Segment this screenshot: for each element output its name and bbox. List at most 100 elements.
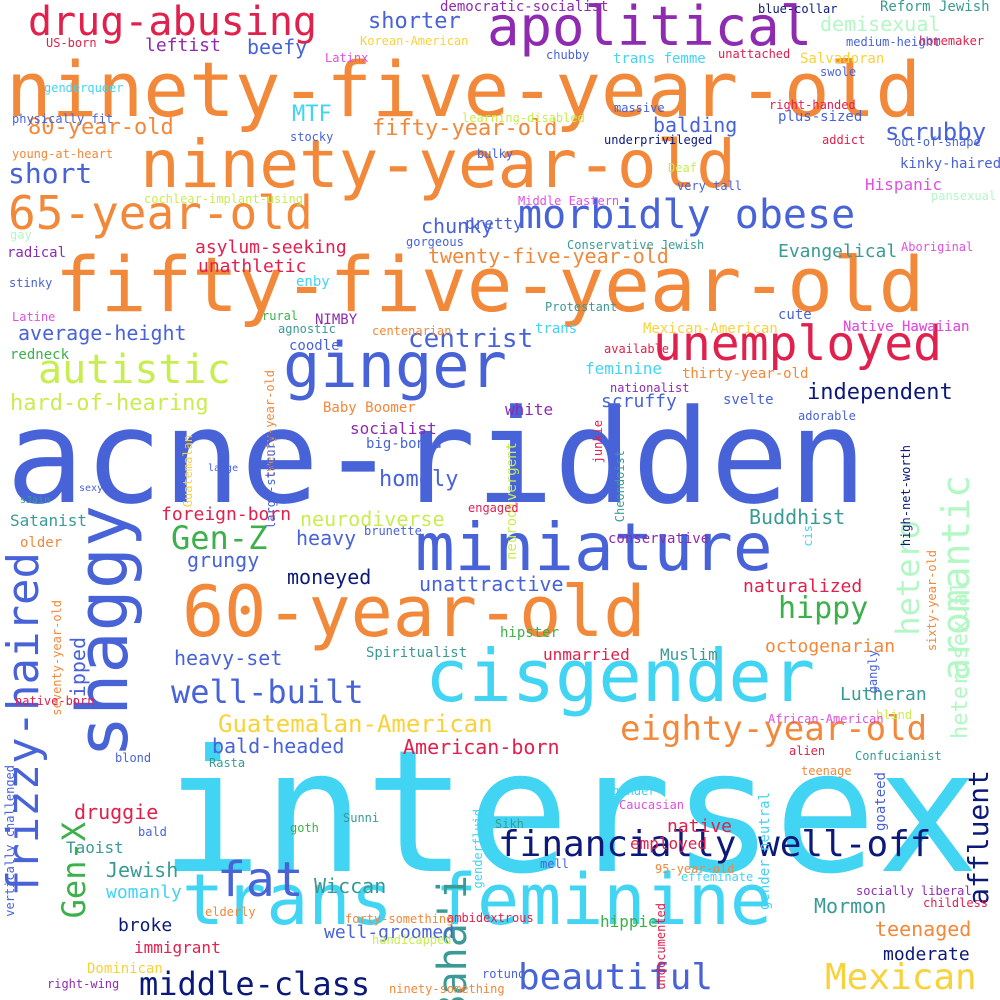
cloud-word-agnostic: agnostic	[278, 322, 336, 336]
cloud-word-effeminate: effeminate	[681, 870, 754, 884]
cloud-word-medium-height: medium-height	[846, 35, 940, 49]
cloud-word-immigrant: immigrant	[134, 938, 221, 957]
cloud-word-big-boned: big-boned	[366, 436, 442, 452]
cloud-word-scrubby: scrubby	[885, 118, 987, 146]
cloud-word-moneyed: moneyed	[287, 565, 372, 589]
cloud-word-fat: fat	[217, 852, 304, 908]
cloud-word-forty-something: forty-something	[345, 912, 454, 926]
cloud-word-latine: Latine	[12, 310, 56, 324]
cloud-word-cochlear-implant-using: cochlear-implant-using	[144, 192, 303, 206]
cloud-word-homely: homely	[379, 467, 459, 492]
cloud-word-drug-abusing: drug-abusing	[28, 0, 317, 45]
cloud-word-american-born: American-born	[403, 735, 560, 759]
cloud-word-reform-jewish: Reform Jewish	[880, 0, 990, 15]
cloud-word-balding: balding	[653, 113, 738, 137]
cloud-word-moderate: moderate	[883, 944, 970, 965]
cloud-word-unattached: unattached	[718, 47, 791, 61]
cloud-word-employed: employed	[630, 834, 708, 853]
cloud-word-gay: gay	[10, 228, 32, 242]
cloud-word-unemployed: unemployed	[653, 316, 942, 372]
cloud-word-ninety-year-old: ninety-year-old	[140, 126, 737, 203]
cloud-word-right-wing: right-wing	[47, 977, 120, 991]
cloud-word-agender: agender	[605, 784, 656, 798]
cloud-word-african-american: African-American	[768, 712, 884, 726]
cloud-word-massive: massive	[614, 101, 665, 115]
cloud-word-blind: blind	[876, 708, 913, 722]
cloud-word-us-born: US-born	[46, 36, 97, 50]
cloud-word-well-groomed: well-groomed	[324, 922, 455, 943]
cloud-word-taoist: Taoist	[66, 838, 124, 857]
cloud-word-centenarian: centenarian	[372, 324, 452, 338]
cloud-word-goateed: goateed	[873, 772, 889, 832]
cloud-word-asylum-seeking: asylum-seeking	[195, 237, 347, 258]
cloud-word-chubby: chubby	[546, 48, 590, 62]
cloud-word-sixty-year-old: sixty-year-old	[925, 550, 939, 652]
cloud-word-druggie: druggie	[74, 800, 159, 824]
cloud-word-mtf: MTF	[292, 102, 332, 127]
cloud-word-unmarried: unmarried	[543, 645, 630, 664]
cloud-word-fifty-year-old: fifty-year-old	[372, 116, 558, 141]
cloud-word-mormon: Mormon	[814, 894, 887, 918]
cloud-word-caucasian: Caucasian	[619, 798, 685, 812]
cloud-word-native-hawaiian: Native Hawaiian	[843, 319, 970, 335]
cloud-word-baby-boomer: Baby Boomer	[323, 400, 416, 416]
cloud-word-autistic: autistic	[38, 347, 231, 393]
cloud-word-physically-fit: physically fit	[12, 112, 114, 126]
cloud-word-mell: mell	[540, 857, 569, 871]
cloud-word-hard-of-hearing: hard-of-hearing	[10, 391, 209, 416]
cloud-word-redneck: redneck	[10, 347, 70, 363]
cloud-word-chunky: chunky	[421, 214, 494, 238]
cloud-word-stocky: stocky	[290, 130, 334, 144]
cloud-word-morbidly-obese: morbidly obese	[518, 192, 856, 238]
cloud-word-muslim: Muslim	[660, 645, 718, 664]
cloud-word-swole: swole	[820, 65, 857, 79]
cloud-word-naturalized: naturalized	[743, 576, 863, 597]
cloud-word-demisexual: demisexual	[820, 12, 941, 36]
cloud-word-pansexual: pansexual	[931, 189, 997, 203]
cloud-word-rasta: Rasta	[209, 756, 246, 770]
cloud-word-elderly: elderly	[205, 905, 256, 919]
cloud-word-adorable: adorable	[798, 409, 856, 423]
cloud-word-white: white	[505, 400, 554, 419]
cloud-word-deaf: Deaf	[668, 161, 697, 175]
cloud-word-svelte: svelte	[723, 392, 774, 408]
cloud-word-socially-liberal: socially liberal	[856, 884, 972, 898]
cloud-word-foreign-born: foreign-born	[161, 504, 292, 525]
cloud-word-sunni: Sunni	[343, 811, 380, 825]
cloud-word-evangelical: Evangelical	[778, 241, 898, 262]
cloud-word-mexican-american: Mexican-American	[643, 321, 778, 337]
cloud-word-heavy: heavy	[296, 526, 357, 550]
cloud-word-brunette: brunette	[364, 524, 422, 538]
cloud-word-wiccan: Wiccan	[314, 874, 387, 898]
cloud-word-genderfluid: genderfluid	[471, 809, 485, 889]
cloud-word-ambidextrous: ambidextrous	[447, 911, 534, 925]
cloud-word-cisgender: cisgender	[425, 634, 816, 718]
cloud-word-womanly: womanly	[106, 882, 182, 903]
cloud-word-95-year-old: 95-year-old	[655, 862, 735, 876]
cloud-word-ninety-five-year-old: ninety-five-year-old	[6, 45, 922, 134]
cloud-word-ninety-something: ninety-something	[389, 982, 505, 996]
cloud-word-gen-x: Gen-X	[55, 822, 93, 919]
cloud-word-pretty: pretty	[465, 214, 523, 233]
cloud-word-financially-well-off: financially well-off	[498, 824, 932, 865]
cloud-word-shaggy: shaggy	[62, 505, 144, 758]
cloud-word-handicapped: handicapped	[372, 933, 452, 947]
cloud-word-goth: goth	[290, 821, 319, 835]
cloud-word-vertically-challenged: vertically challenged	[3, 765, 17, 917]
cloud-word-octogenarian: octogenarian	[765, 636, 896, 657]
cloud-word-buddhist: Buddhist	[749, 505, 846, 529]
cloud-word-trans: trans	[535, 321, 578, 337]
cloud-word-gorgeous: gorgeous	[406, 235, 464, 249]
cloud-word-childless: childless	[923, 896, 989, 910]
cloud-word-miniature: miniature	[415, 509, 773, 586]
cloud-word-very-tall: very tall	[677, 179, 743, 193]
cloud-word-ginger: ginger	[283, 329, 507, 402]
cloud-word-native-born: native-born	[15, 694, 95, 708]
cloud-word-neurodiverse: neurodiverse	[300, 507, 445, 531]
cloud-word-mexican: Mexican	[825, 957, 977, 998]
cloud-word-blue-collar: blue-collar	[758, 2, 838, 16]
cloud-word-conservative: conservative	[608, 531, 710, 547]
cloud-word-centrist: centrist	[408, 324, 534, 354]
cloud-word-gangly: gangly	[866, 650, 880, 694]
